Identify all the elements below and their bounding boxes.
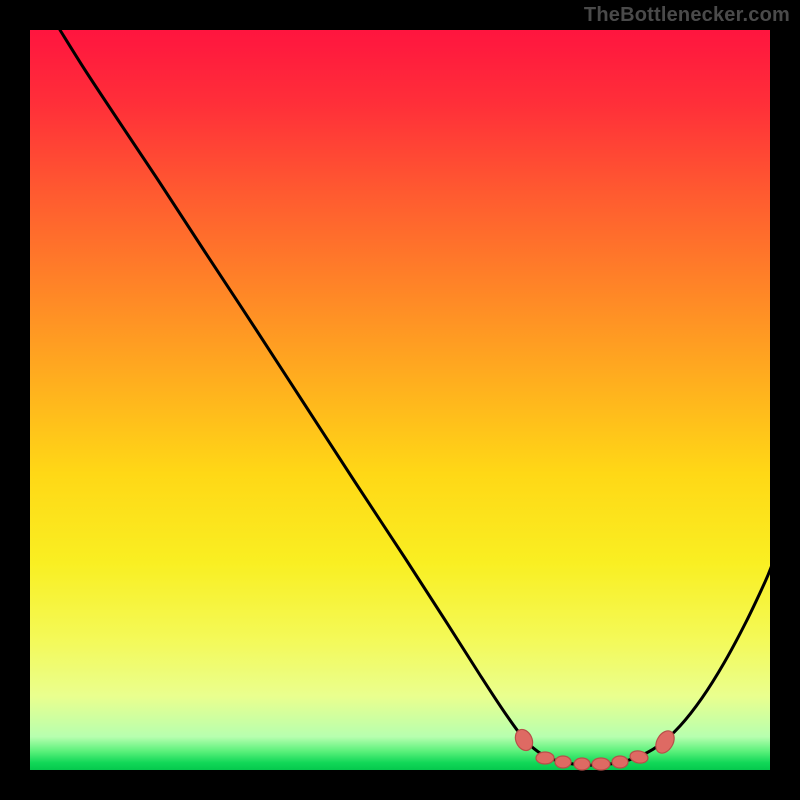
watermark-text: TheBottlenecker.com <box>584 4 790 27</box>
chart-container: TheBottlenecker.com <box>0 0 800 800</box>
gradient-panel <box>30 30 770 770</box>
chart-background <box>0 0 800 800</box>
valley-marker <box>536 752 554 764</box>
valley-marker <box>612 756 628 768</box>
chart-svg <box>0 0 800 800</box>
valley-marker <box>574 758 590 770</box>
valley-marker <box>555 756 571 768</box>
valley-marker <box>592 758 610 770</box>
